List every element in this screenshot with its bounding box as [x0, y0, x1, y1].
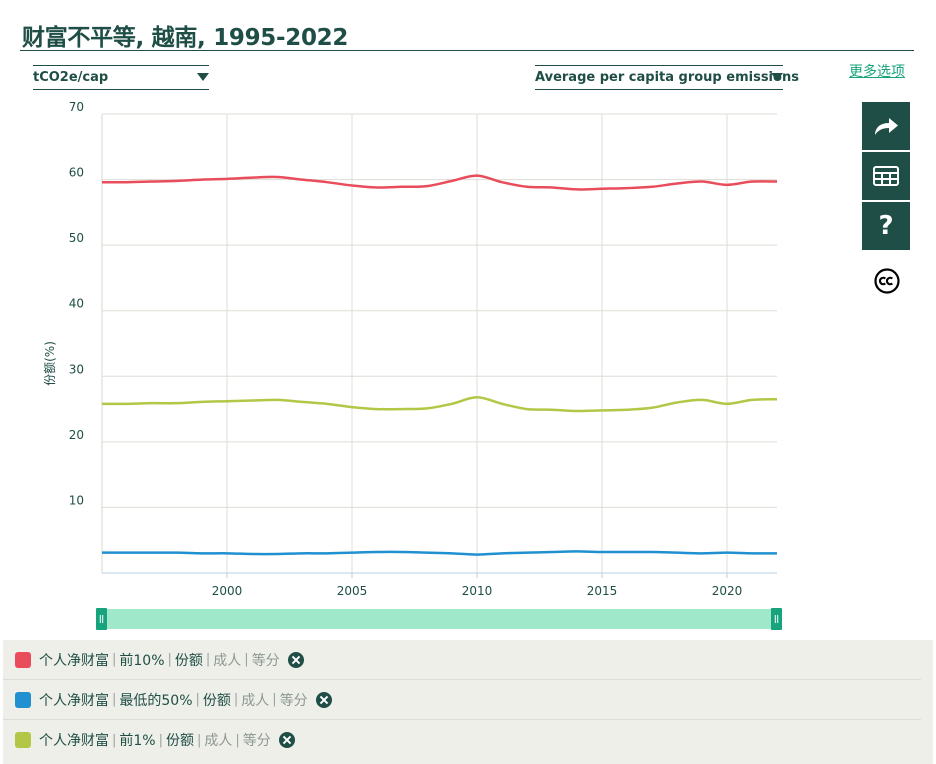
legend-metric: 前1%: [119, 733, 156, 749]
series-line-1: [101, 550, 778, 556]
range-slider-track: [97, 609, 782, 629]
help-label: ?: [878, 211, 894, 241]
y-tick-label: 60: [69, 166, 84, 180]
line-chart: 10 20 30 40 50 60 70 2000 2005 2010 2015 2020 份额(%…: [43, 100, 782, 630]
chevron-down-icon: [771, 73, 783, 81]
x-tick-label: 2020: [712, 584, 743, 598]
unit-select[interactable]: tCO2e/cap: [33, 65, 209, 90]
unit-select-label: tCO2e/cap: [33, 70, 109, 85]
page-title: 财富不平等, 越南, 1995-2022: [22, 25, 349, 51]
legend-separator: |: [167, 652, 172, 667]
legend-swatch: [15, 651, 31, 668]
legend: 个人净财富 | 前10% | 份额 | 成人 | 等分 个人净财富 | 最低的5…: [3, 640, 933, 764]
legend-separator: |: [272, 692, 277, 707]
legend-item-top10: 个人净财富 | 前10% | 份额 | 成人 | 等分: [3, 640, 921, 680]
legend-name: 个人净财富: [39, 733, 109, 749]
metric-select-label: Average per capita group emissions: [535, 70, 799, 85]
table-icon: [873, 166, 899, 186]
legend-kind: 份额: [166, 733, 194, 749]
series-line-0: [101, 174, 778, 191]
range-slider-handle-left[interactable]: [96, 608, 107, 630]
y-tick-label: 40: [69, 297, 84, 311]
range-slider-handle-right[interactable]: [771, 608, 782, 630]
remove-series-icon[interactable]: [315, 691, 332, 708]
legend-separator: |: [112, 732, 117, 748]
legend-name: 个人净财富: [39, 652, 109, 669]
x-tick-label: 2010: [462, 584, 493, 598]
x-axis: 2000 2005 2010 2015 2020: [212, 584, 743, 598]
legend-unit: 等分: [251, 652, 280, 669]
legend-item-top1: 个人净财富 | 前1% | 份额 | 成人 | 等分: [3, 720, 921, 760]
legend-separator: |: [244, 652, 249, 667]
legend-item-bottom50: 个人净财富 | 最低的50% | 份额 | 成人 | 等分: [3, 680, 921, 720]
y-tick-label: 70: [69, 100, 84, 114]
y-tick-label: 10: [69, 493, 84, 507]
legend-separator: |: [112, 652, 117, 667]
legend-swatch: [15, 732, 31, 748]
legend-pop: 成人: [213, 652, 242, 669]
legend-name: 个人净财富: [39, 692, 109, 709]
y-tick-label: 50: [69, 231, 84, 245]
x-tick-label: 2015: [587, 584, 618, 598]
legend-metric: 最低的50%: [119, 692, 193, 709]
chevron-down-icon: [197, 73, 209, 81]
legend-kind: 份额: [202, 692, 231, 709]
title-divider: [20, 50, 914, 51]
share-arrow-icon: [875, 118, 898, 135]
legend-swatch: [15, 691, 31, 708]
legend-metric: 前10%: [119, 652, 165, 669]
y-axis: 10 20 30 40 50 60 70: [69, 100, 84, 507]
legend-separator: |: [233, 692, 239, 707]
legend-unit: 等分: [279, 692, 308, 709]
help-button[interactable]: ?: [862, 202, 910, 250]
series-line-2: [101, 396, 778, 413]
y-tick-label: 20: [69, 428, 84, 442]
legend-separator: |: [197, 732, 202, 748]
remove-series-icon[interactable]: [278, 732, 295, 748]
legend-separator: |: [195, 692, 200, 707]
y-tick-label: 30: [69, 362, 84, 376]
share-button[interactable]: [862, 102, 910, 150]
y-axis-label: 份额(%): [43, 341, 57, 386]
legend-separator: |: [235, 732, 240, 748]
metric-select[interactable]: Average per capita group emissions: [535, 65, 799, 90]
range-slider[interactable]: [96, 608, 782, 630]
x-tick-label: 2005: [337, 584, 368, 598]
x-tick-label: 2000: [212, 584, 243, 598]
legend-separator: |: [158, 732, 163, 748]
legend-separator: |: [112, 692, 117, 707]
remove-series-icon[interactable]: [287, 651, 304, 668]
legend-kind: 份额: [174, 652, 203, 669]
more-options-link[interactable]: 更多选项: [849, 64, 905, 80]
table-button[interactable]: [862, 152, 910, 200]
legend-pop: 成人: [241, 692, 270, 709]
series-group: [101, 174, 778, 556]
grid: [101, 113, 777, 578]
legend-pop: 成人: [204, 733, 233, 749]
legend-unit: 等分: [242, 733, 271, 749]
legend-separator: |: [205, 652, 211, 667]
creative-commons-icon[interactable]: [874, 268, 900, 294]
